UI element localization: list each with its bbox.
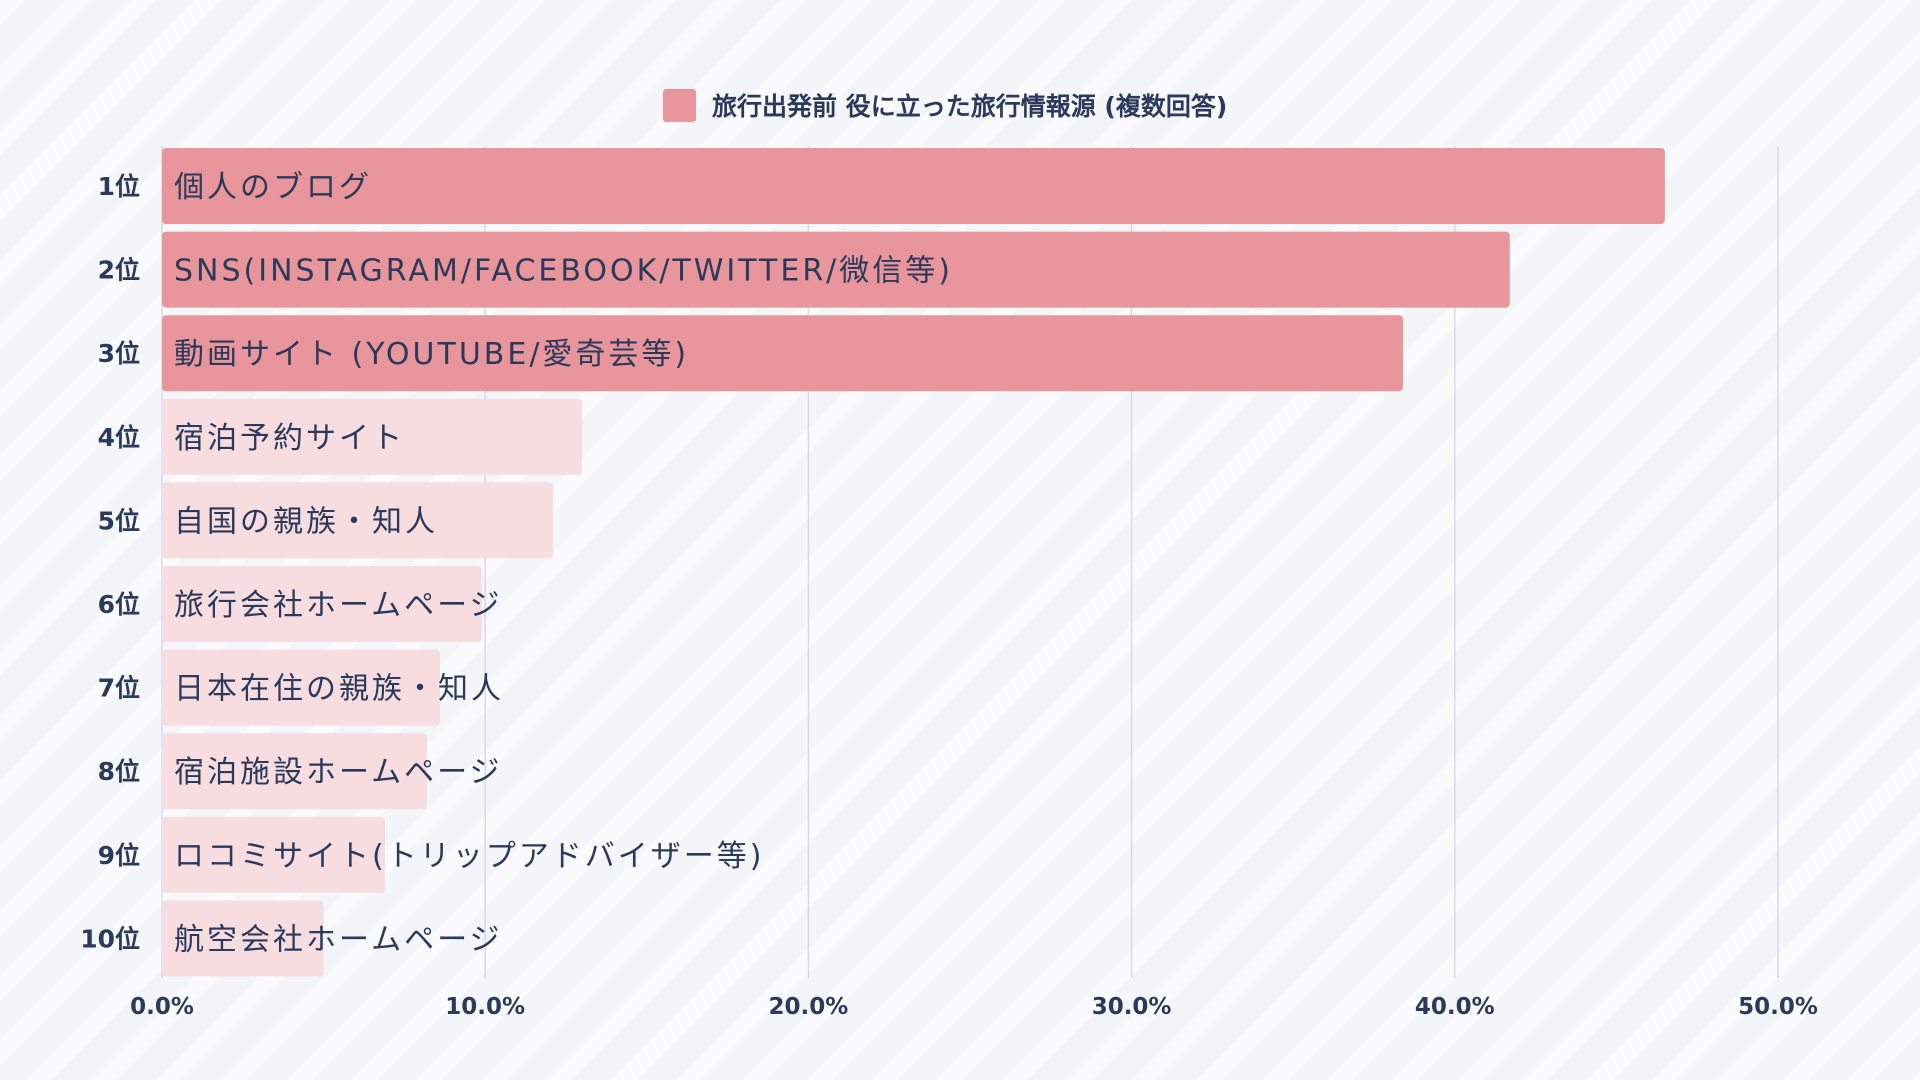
category-label: 旅行会社ホームページ: [174, 588, 503, 623]
category-label: 動画サイト (YOUTUBE/愛奇芸等): [174, 337, 689, 372]
bar: [162, 315, 1404, 392]
x-tick-label: 20.0%: [769, 994, 849, 1020]
rank-label: 6位: [98, 590, 140, 619]
x-tick-label: 10.0%: [445, 994, 525, 1020]
legend-swatch: [663, 89, 696, 122]
rank-label: 2位: [98, 256, 140, 285]
bar: [162, 900, 324, 977]
bars: [162, 148, 1665, 977]
category-label: SNS(INSTAGRAM/FACEBOOK/TWITTER/微信等): [174, 254, 953, 289]
category-label: 航空会社ホームページ: [174, 922, 503, 957]
rank-label: 5位: [98, 506, 140, 535]
bar: [162, 816, 386, 893]
bar: [162, 733, 428, 810]
rank-label: 10位: [80, 924, 140, 953]
x-tick-label: 50.0%: [1738, 994, 1818, 1020]
legend-label: 旅行出発前 役に立った旅行情報源 (複数回答): [712, 92, 1227, 121]
x-tick-label: 0.0%: [130, 994, 194, 1020]
category-label: 宿泊予約サイト: [174, 421, 405, 456]
category-label: 宿泊施設ホームページ: [174, 755, 503, 790]
bar: [162, 231, 1510, 308]
category-label: 個人のブログ: [174, 170, 372, 205]
bar: [162, 566, 482, 642]
rank-label: 3位: [98, 339, 140, 368]
rank-label: 7位: [98, 674, 140, 703]
category-label: 日本在住の親族・知人: [174, 672, 504, 707]
rank-labels: 1位 2位 3位 4位 5位 6位 7位 8位 9位 10位: [80, 172, 140, 953]
x-axis-ticks: 0.0% 10.0% 20.0% 30.0% 40.0% 50.0%: [130, 994, 1818, 1020]
rank-label: 8位: [98, 757, 140, 786]
legend: 旅行出発前 役に立った旅行情報源 (複数回答): [663, 89, 1227, 122]
bar: [162, 148, 1665, 224]
x-tick-label: 30.0%: [1092, 994, 1172, 1020]
bar: [162, 482, 554, 559]
category-labels: 個人のブログ SNS(INSTAGRAM/FACEBOOK/TWITTER/微信等…: [174, 170, 953, 957]
x-tick-label: 40.0%: [1415, 994, 1495, 1020]
rank-label: 1位: [98, 172, 140, 201]
category-label: ロコミサイト(トリップアドバイザー等): [174, 839, 764, 874]
bar: [162, 649, 440, 726]
rank-label: 4位: [98, 423, 140, 452]
rank-label: 9位: [98, 841, 140, 870]
category-label: 自国の親族・知人: [174, 504, 438, 539]
bar: [162, 398, 583, 475]
